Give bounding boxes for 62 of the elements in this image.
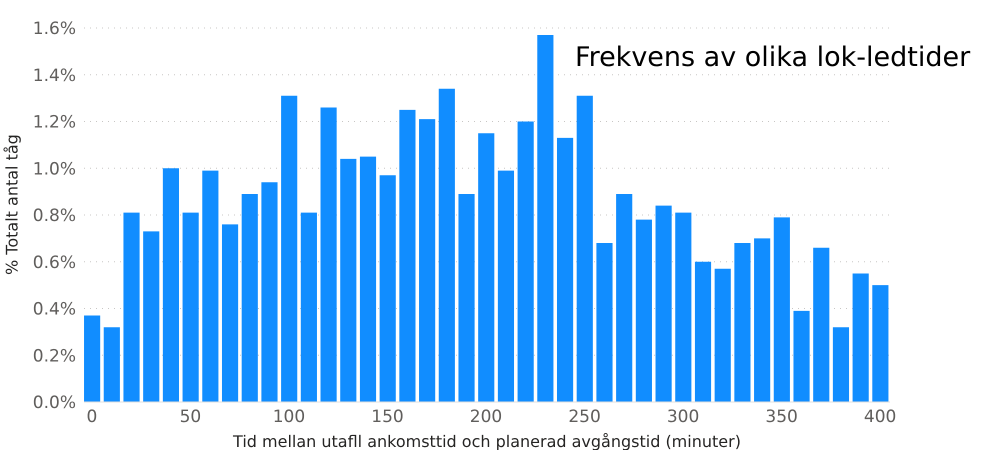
bar — [340, 158, 356, 402]
x-tick-label: 350 — [765, 407, 798, 428]
x-tick-label: 400 — [864, 407, 896, 428]
bar — [478, 133, 494, 402]
bar — [458, 194, 475, 402]
bar — [556, 138, 574, 402]
bar — [852, 273, 869, 402]
bar — [182, 212, 199, 402]
text: Frekvens av olika lok-ledtider — [575, 42, 970, 73]
bar — [616, 194, 632, 402]
bar — [281, 96, 298, 402]
y-tick-label: 1.4% — [32, 66, 76, 86]
bar — [734, 243, 751, 402]
bar — [694, 262, 712, 402]
bar — [242, 194, 258, 402]
bar — [399, 110, 416, 402]
y-tick-label: 1.6% — [32, 19, 76, 40]
x-tick-label: 200 — [470, 407, 502, 428]
x-tick-label: 150 — [371, 407, 404, 428]
bar — [656, 206, 672, 402]
bar — [320, 107, 337, 402]
bar — [438, 88, 455, 402]
bar — [596, 243, 613, 402]
bar — [498, 170, 514, 402]
y-tick-label: 1.0% — [32, 159, 76, 180]
bar — [714, 268, 731, 402]
bar — [261, 182, 278, 402]
x-tick-label: 100 — [272, 407, 306, 428]
bar — [104, 327, 120, 402]
bar — [518, 122, 534, 402]
y-axis-title: % Totalt antal tåg — [2, 134, 22, 275]
bar — [576, 96, 593, 402]
bar — [123, 212, 140, 402]
y-tick-label: 0.8% — [32, 206, 76, 226]
bar — [793, 310, 810, 402]
bar — [143, 231, 160, 402]
bar — [537, 35, 554, 402]
bar — [380, 175, 396, 402]
x-tick-label: 0 — [86, 407, 98, 428]
y-tick-label: 1.2% — [32, 112, 76, 133]
bar — [675, 212, 692, 402]
y-tick-label: 0.2% — [32, 346, 76, 366]
x-axis-title: Tid mellan utafll ankomsttid och planerad avgångstid (minuter) — [232, 432, 741, 451]
bar — [636, 220, 652, 402]
bar — [813, 248, 830, 402]
bar — [419, 119, 436, 402]
bar — [754, 238, 770, 402]
bar — [360, 156, 376, 402]
bar — [84, 316, 100, 402]
bar — [300, 212, 317, 402]
bar — [774, 217, 790, 402]
x-tick-label: 50 — [180, 407, 202, 428]
bar — [832, 327, 850, 402]
bar — [872, 285, 888, 402]
bar — [222, 224, 238, 402]
y-tick-label: 0.0% — [32, 393, 76, 414]
x-tick-label: 250 — [568, 407, 601, 428]
y-tick-label: 0.4% — [32, 300, 76, 320]
x-tick-label: 300 — [666, 407, 700, 428]
y-tick-label: 0.6% — [32, 252, 76, 273]
bar — [162, 168, 180, 402]
bar — [202, 170, 218, 402]
